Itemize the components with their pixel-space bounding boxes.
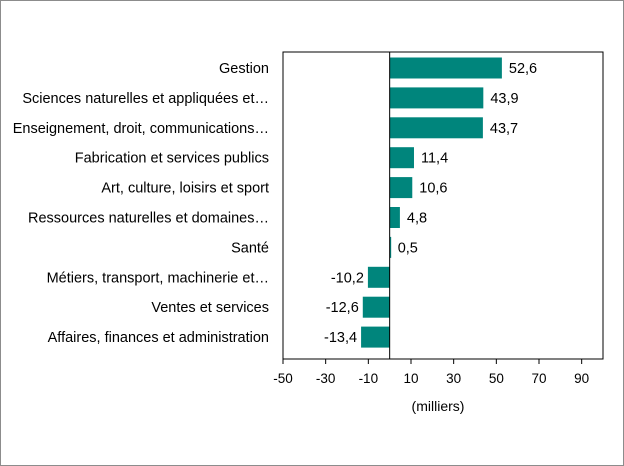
data-label: -13,4 [324, 330, 357, 346]
category-label: Gestion [219, 61, 269, 77]
data-label: 52,6 [509, 61, 537, 77]
x-tick-label: -10 [359, 371, 379, 386]
x-tick-label: -30 [316, 371, 336, 386]
bar [389, 207, 400, 228]
bar [367, 266, 390, 288]
category-label: Affaires, finances et administration [48, 330, 269, 346]
category-label: Fabrication et services publics [75, 151, 269, 167]
category-label: Ressources naturelles et domaines… [28, 211, 269, 227]
category-label: Sciences naturelles et appliquées et… [22, 91, 269, 107]
x-tick-label: 10 [403, 371, 418, 386]
category-label: Santé [231, 240, 269, 256]
data-label: 43,7 [490, 121, 518, 137]
category-label: Enseignement, droit, communications… [13, 121, 269, 137]
category-label: Ventes et services [151, 300, 269, 316]
data-label: 0,5 [398, 240, 418, 256]
data-label: 4,8 [407, 211, 427, 227]
bar [389, 236, 392, 258]
bar [389, 117, 483, 139]
x-axis-title: (milliers) [412, 398, 465, 414]
bar [389, 57, 502, 79]
bar [361, 326, 390, 348]
category-label: Métiers, transport, machinerie et… [47, 270, 269, 286]
data-label: 11,4 [421, 151, 448, 167]
data-label: -12,6 [326, 300, 359, 316]
data-label: 43,9 [490, 91, 518, 107]
bar [389, 147, 414, 169]
x-tick-label: 70 [531, 371, 546, 386]
data-label: 10,6 [419, 181, 447, 197]
bar [389, 87, 484, 109]
x-tick-label: -50 [273, 371, 293, 386]
data-label: -10,2 [331, 270, 364, 286]
bar [389, 177, 413, 199]
x-tick-label: 30 [446, 371, 461, 386]
bar [362, 296, 390, 318]
x-tick-label: 50 [489, 371, 504, 386]
x-tick-label: 90 [574, 371, 589, 386]
category-label: Art, culture, loisirs et sport [101, 181, 269, 197]
